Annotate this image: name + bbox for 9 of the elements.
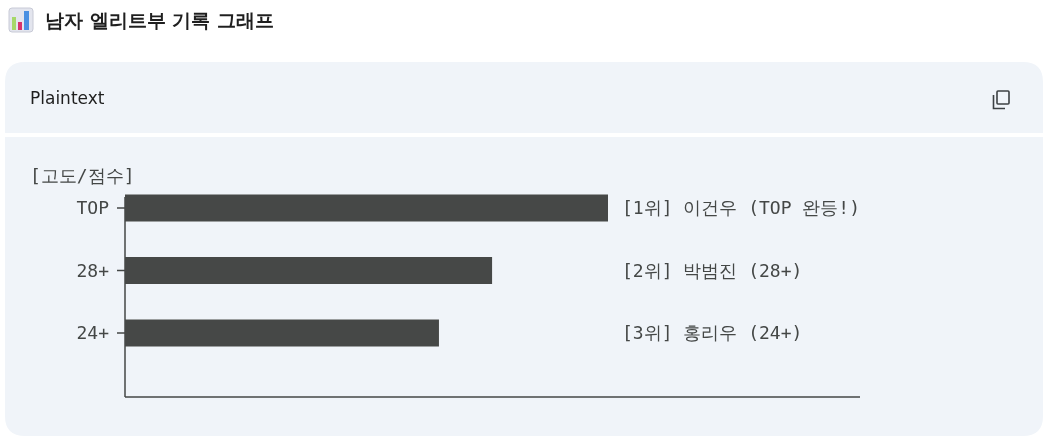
y-tick-label: 28+	[76, 259, 110, 281]
text: Plaintext	[30, 88, 105, 108]
y-tick-label: TOP	[76, 197, 110, 219]
text: [3위] 홍리우 (24+)	[622, 322, 803, 344]
chart-title: 남자 엘리트부 기록 그래프	[45, 9, 274, 31]
y-axis-title: [고도/점수]	[30, 165, 135, 186]
text: [1위] 이건우 (TOP 완등!)	[622, 197, 861, 219]
y-tick-label: 24+	[76, 322, 110, 344]
text: [2위] 박범진 (28+)	[622, 259, 803, 281]
